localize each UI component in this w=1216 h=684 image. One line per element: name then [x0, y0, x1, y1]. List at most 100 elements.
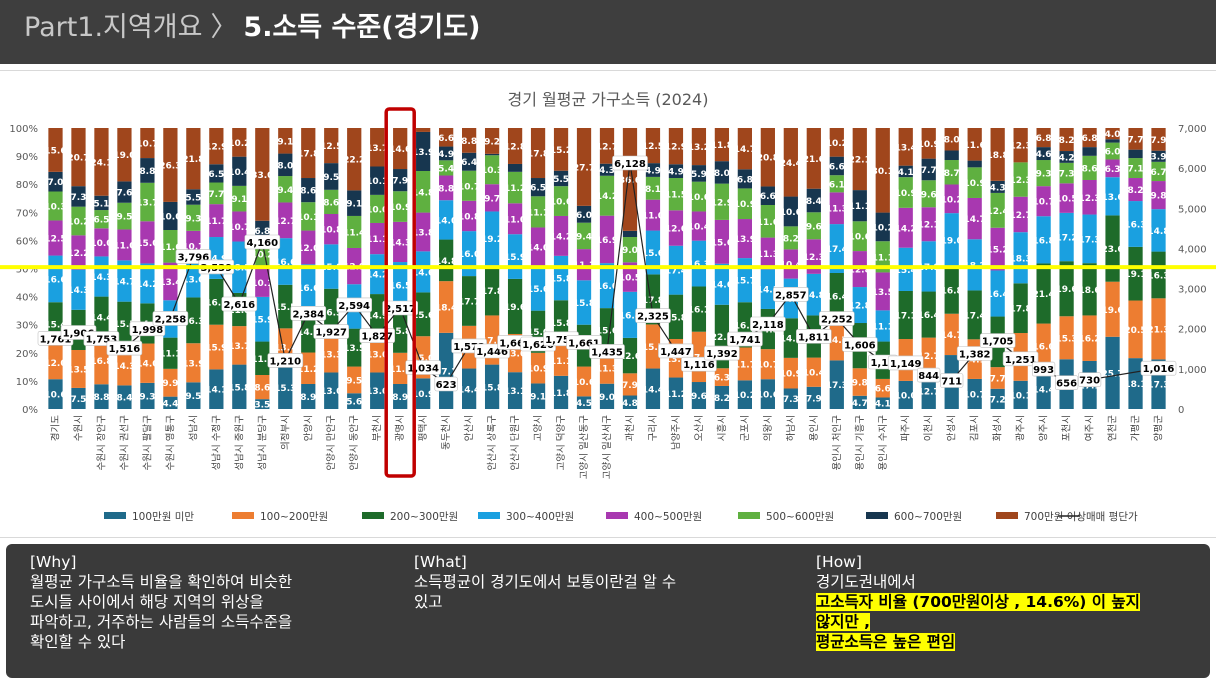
bar-segment [416, 378, 431, 409]
bar-value-label: 9.7 [484, 194, 500, 204]
bar-value-label: 6.0 [1105, 148, 1121, 158]
bar-segment [1082, 315, 1097, 361]
bar-value-label: 11.6 [159, 243, 181, 253]
bar-segment [48, 379, 63, 409]
bar-value-label: 15.9 [251, 316, 273, 326]
category-label: 과천시 [625, 415, 636, 441]
bar-segment [668, 210, 684, 246]
bar-value-label: 14.7 [941, 331, 963, 341]
bar-segment [484, 364, 500, 409]
avg-price-label-bg [1002, 351, 1039, 367]
y-right-tick: 3,000 [1178, 285, 1207, 296]
category-label: 고양시 일산서구 [602, 415, 613, 479]
avg-price-label-bg [635, 308, 671, 323]
bar-segment [94, 296, 109, 338]
bar-value-label: 15.6 [711, 238, 733, 248]
bar-value-label: 21.3 [1147, 325, 1169, 335]
bar-value-label: 21.6 [803, 155, 825, 165]
bar-segment [255, 375, 270, 400]
bar-segment [875, 128, 890, 213]
bar-segment [117, 128, 132, 182]
bar-segment [186, 297, 201, 344]
bar-value-label: 16.1 [734, 321, 756, 331]
bar-value-label: 7.9 [392, 177, 408, 187]
avg-price-label: 1,661 [568, 338, 600, 349]
bar-segment [163, 337, 178, 369]
bar-segment [416, 128, 431, 132]
bar-value-label: 10.9 [734, 200, 756, 210]
bar-segment [255, 296, 270, 342]
bar-value-label: 13.0 [366, 387, 388, 397]
bar-segment [530, 128, 546, 179]
bar-value-label: 13.8 [412, 228, 434, 238]
bar-value-label: 8.6 [323, 198, 339, 208]
bar-segment [806, 212, 821, 240]
bar-segment [140, 182, 155, 222]
bar-value-label: 12.9 [205, 143, 227, 153]
avg-price-label: 1,606 [844, 341, 876, 352]
bar-segment [324, 163, 339, 190]
bar-value-label: 12.1 [918, 221, 940, 231]
category-label: 가평군 [1131, 415, 1142, 441]
bar-value-label: 15.4 [895, 266, 917, 276]
category-label: 용인시 [809, 415, 820, 441]
bar-value-label: 8.1 [645, 185, 661, 195]
bar-segment [163, 396, 178, 409]
bar-segment [714, 183, 730, 220]
bar-segment [530, 196, 546, 228]
bar-value-label: 8.2 [783, 234, 799, 244]
bar-segment [462, 276, 477, 326]
bar-segment [462, 231, 477, 277]
bar-segment [530, 266, 546, 311]
bar-segment [324, 213, 339, 245]
bar-value-label: 10.6 [44, 391, 66, 401]
avg-price-label: 1,516 [109, 344, 141, 355]
bar-segment [1151, 209, 1166, 252]
bar-segment [668, 294, 684, 340]
bar-value-label: 11.7 [734, 360, 756, 370]
y-left-tick: 0% [22, 405, 38, 416]
bar-value-label: 10.0 [366, 205, 388, 215]
bar-segment [324, 335, 339, 373]
bar-segment [278, 284, 293, 329]
bar-value-label: 15.8 [228, 383, 250, 393]
bar-value-label: 12.2 [67, 249, 89, 259]
bar-value-label: 11.6 [757, 218, 779, 228]
legend-label: 700만원 이상 [1024, 511, 1086, 523]
bar-value-label: 16.5 [320, 308, 342, 318]
bar-segment [278, 176, 293, 203]
bar-segment [576, 128, 592, 206]
bar-value-label: 6.6 [875, 385, 891, 395]
bar-segment [439, 146, 454, 161]
bar-value-label: 12.8 [849, 302, 871, 312]
why-section: [Why] 월평균 가구소득 비율을 확인하여 비슷한 도시들 사이에서 해당 … [30, 552, 390, 652]
bar-value-label: 16.6 [274, 258, 296, 268]
bar-value-label: 7.6 [116, 189, 132, 199]
bar-value-label: 15.6 [412, 311, 434, 321]
avg-price-label-bg [589, 344, 625, 359]
bar-value-label: 14.0 [435, 216, 457, 226]
bar-segment [117, 385, 132, 409]
bar-segment [990, 192, 1005, 228]
bar-segment [347, 190, 362, 216]
bar-segment [898, 247, 913, 291]
avg-price-label: 1,741 [729, 335, 761, 346]
category-label: 수원시 영통구 [165, 415, 176, 471]
avg-price-label: 1,210 [269, 356, 301, 367]
bar-value-label: 10.2 [941, 195, 963, 205]
bar-segment [714, 219, 730, 264]
bar-value-label: 10.2 [872, 223, 894, 233]
bar-value-label: 9.8 [1151, 192, 1167, 202]
bar-segment [1013, 196, 1028, 233]
bar-segment [462, 368, 477, 409]
bar-value-label: 4.4 [162, 399, 178, 409]
bar-value-label: 16.9 [596, 236, 618, 246]
bar-value-label: 9.3 [139, 392, 155, 402]
bar-value-label: 6.8 [1082, 134, 1098, 144]
bar-segment [278, 238, 293, 285]
bar-value-label: 17.8 [642, 296, 664, 306]
bar-segment [117, 181, 132, 203]
bar-value-label: 18.6 [1078, 286, 1100, 296]
bar-segment [439, 160, 454, 176]
bar-segment [1036, 216, 1051, 264]
